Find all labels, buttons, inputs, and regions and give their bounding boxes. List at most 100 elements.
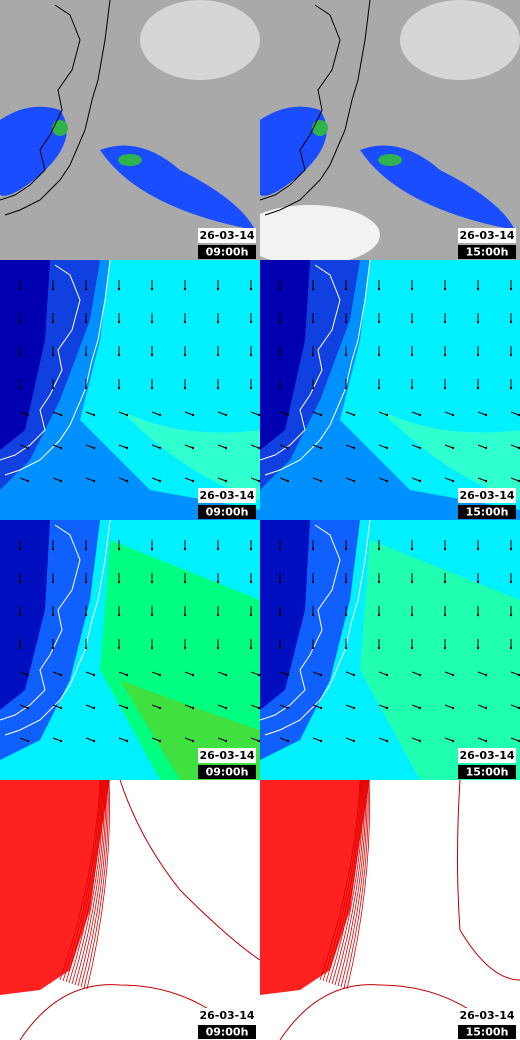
wind-arrow-head	[51, 547, 55, 551]
wind-arrow-head	[84, 547, 88, 551]
wind-arrow-head	[319, 673, 323, 677]
date-box	[458, 1008, 516, 1023]
wind-arrow	[411, 737, 421, 742]
wind-arrow	[510, 737, 520, 742]
wind-arrow-head	[158, 479, 162, 483]
wind-arrow	[151, 737, 161, 742]
time-label: 15:00h	[466, 246, 509, 259]
wind-arrow-head	[183, 287, 187, 291]
time-label: 09:00h	[206, 1026, 249, 1039]
wind-arrow-head	[158, 446, 162, 450]
wind-arrow-head	[216, 320, 220, 324]
wind-arrow-head	[92, 706, 96, 710]
wind-arrow-head	[224, 479, 228, 483]
wind-arrow-head	[257, 673, 260, 677]
date-label: 26-03-14	[199, 749, 254, 762]
wind-arrow-head	[509, 386, 513, 390]
time-box	[458, 245, 516, 259]
wind-arrow-head	[410, 353, 414, 357]
wind-arrow-head	[509, 646, 513, 650]
wind-arrow-head	[286, 739, 290, 743]
wind-arrow	[151, 477, 161, 482]
wind-arrow-head	[410, 646, 414, 650]
panel-content	[260, 780, 520, 1040]
date-label: 26-03-14	[459, 1009, 514, 1022]
wind-arrow	[217, 477, 227, 482]
wind-arrow	[312, 737, 322, 742]
date-box	[198, 748, 256, 763]
wind-arrow-head	[410, 580, 414, 584]
wind-arrow	[477, 671, 487, 676]
wind-arrow-head	[84, 613, 88, 617]
wind-arrow-head	[311, 580, 315, 584]
wind-arrow	[118, 444, 128, 449]
wind-arrow-head	[385, 446, 389, 450]
wind-arrow	[19, 444, 29, 449]
wind-arrow-head	[517, 673, 520, 677]
wind-arrow	[444, 477, 454, 482]
time-label: 09:00h	[206, 766, 249, 779]
wind-arrow-head	[476, 287, 480, 291]
wind-arrow-head	[216, 646, 220, 650]
wind-arrow	[52, 704, 62, 709]
coastline	[260, 0, 371, 216]
wind-arrow-head	[410, 287, 414, 291]
wind-arrow	[250, 737, 260, 742]
wind-arrow-head	[18, 353, 22, 357]
wind-arrow	[345, 411, 355, 416]
wind-arrow	[19, 671, 29, 676]
time-box	[198, 245, 256, 259]
wind-arrow-head	[319, 446, 323, 450]
wind-arrow-head	[191, 479, 195, 483]
wind-arrow	[184, 737, 194, 742]
wind-arrow-head	[51, 353, 55, 357]
wind-arrow-head	[484, 446, 488, 450]
wind-arrow-head	[117, 646, 121, 650]
wind-arrow-head	[191, 413, 195, 417]
wind-arrow	[250, 477, 260, 482]
wind-arrow-head	[278, 353, 282, 357]
wind-arrow-head	[476, 320, 480, 324]
wind-arrow	[378, 671, 388, 676]
wind-arrow-head	[517, 446, 520, 450]
contour-mass	[260, 780, 370, 995]
map-panel: 26-03-14 15:00h	[260, 780, 520, 1040]
wind-arrow-head	[476, 613, 480, 617]
wind-arrow-head	[443, 386, 447, 390]
wind-arrow-head	[377, 287, 381, 291]
wind-arrow	[279, 444, 289, 449]
wind-arrow	[312, 477, 322, 482]
wind-arrow-head	[18, 580, 22, 584]
wind-arrow-head	[476, 386, 480, 390]
wind-arrow-head	[150, 353, 154, 357]
wind-arrow-head	[59, 479, 63, 483]
time-label: 09:00h	[206, 246, 249, 259]
wind-arrow-head	[150, 320, 154, 324]
wind-arrow-head	[517, 413, 520, 417]
wind-arrow-head	[117, 320, 121, 324]
wind-arrow	[118, 704, 128, 709]
wind-arrow-head	[377, 580, 381, 584]
coastline	[0, 0, 111, 216]
contour	[86, 780, 110, 990]
wind-arrow-head	[509, 580, 513, 584]
time-box	[458, 1025, 516, 1039]
wind-arrow	[151, 704, 161, 709]
wind-arrow	[279, 671, 289, 676]
wind-arrow	[19, 411, 29, 416]
wind-arrow-head	[224, 446, 228, 450]
panel-content	[0, 780, 260, 1040]
wind-arrow-head	[476, 580, 480, 584]
wind-arrow-head	[418, 413, 422, 417]
wind-arrow-head	[224, 673, 228, 677]
wind-arrow-head	[278, 580, 282, 584]
wind-arrow-head	[451, 706, 455, 710]
time-box	[458, 765, 516, 779]
precip	[100, 145, 255, 230]
map-panel: 26-03-14 15:00h	[260, 520, 520, 780]
wind-arrow-head	[344, 547, 348, 551]
wind-arrow-head	[125, 479, 129, 483]
wind-arrow	[184, 477, 194, 482]
wind-arrow-head	[377, 646, 381, 650]
wind-arrow-head	[418, 446, 422, 450]
